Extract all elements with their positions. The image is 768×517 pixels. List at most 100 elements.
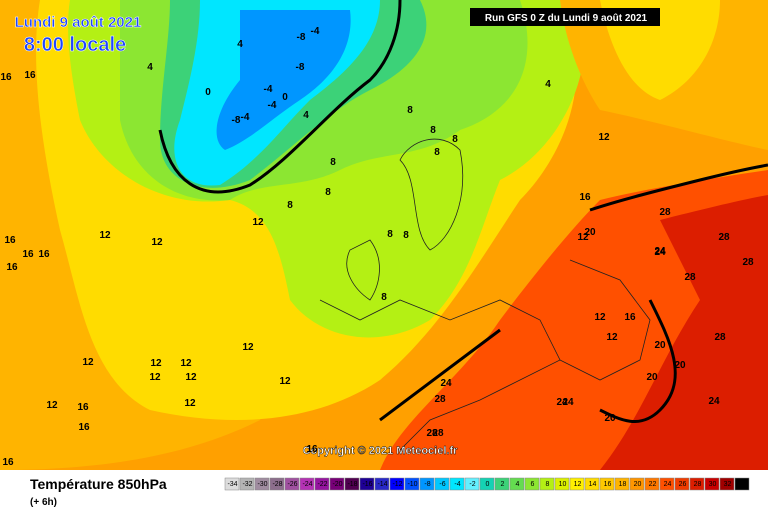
- zone-blue: [216, 10, 351, 150]
- map-label: 28: [718, 232, 730, 243]
- color-scale: -34 -32 -30 -28 -26 -24 -22 -20 -18 -16 -14 -12 -10-…: [224, 477, 750, 491]
- map-label: -4: [264, 84, 273, 95]
- map-label: 8: [430, 125, 436, 136]
- date-label: Lundi 9 août 2021: [15, 14, 142, 31]
- scale-swatch: [554, 477, 570, 491]
- scale-swatch: [374, 477, 390, 491]
- run-info: Run GFS 0 Z du Lundi 9 août 2021: [485, 13, 648, 24]
- scale-label: -2: [469, 481, 475, 488]
- scale-swatch: [404, 477, 420, 491]
- scale-label: -10: [407, 481, 417, 488]
- run-box: [470, 8, 660, 26]
- map-label: 12: [252, 217, 264, 228]
- scale-label: -24: [302, 481, 312, 488]
- map-label: 8: [434, 147, 440, 158]
- scale-swatch: [389, 477, 405, 491]
- legend-title: Température 850hPa: [30, 476, 167, 492]
- scale-label: 6: [531, 481, 535, 488]
- map-label: -8: [296, 62, 305, 73]
- scale-label: -30: [257, 481, 267, 488]
- map-label: 16: [0, 72, 12, 83]
- map-label: 16: [2, 457, 14, 468]
- map-label: 16: [4, 235, 16, 246]
- map-label: 12: [279, 376, 291, 387]
- scale-label: 32: [724, 481, 732, 488]
- scale-swatch: [254, 477, 270, 491]
- scale-label: 28: [694, 481, 702, 488]
- map-label: 0: [282, 92, 288, 103]
- map-label: 12: [150, 358, 162, 369]
- scale-label: -28: [272, 481, 282, 488]
- scale-swatch: [284, 477, 300, 491]
- isotherm-thick: [379, 163, 768, 424]
- scale-swatch: [704, 477, 720, 491]
- map-label: 4: [545, 79, 551, 90]
- scale-swatch: [314, 477, 330, 491]
- scale-swatch: [479, 477, 495, 491]
- map-label: -4: [311, 26, 320, 37]
- scale-swatch: [329, 477, 345, 491]
- scale-swatch: [509, 477, 525, 491]
- scale-label: 30: [709, 481, 717, 488]
- map-label: 12: [151, 237, 163, 248]
- map-label: 12: [598, 132, 610, 143]
- scale-label: 8: [546, 481, 550, 488]
- scale-label: 18: [619, 481, 627, 488]
- map-label: 12: [577, 232, 589, 243]
- map-label: -8: [232, 115, 241, 126]
- map-label: 24: [654, 246, 666, 257]
- map-label: 28: [742, 257, 754, 268]
- map-label: 16: [306, 444, 318, 455]
- scale-label: 26: [679, 481, 687, 488]
- map-label: 12: [594, 312, 606, 323]
- map-label: 12: [99, 230, 111, 241]
- map-label: 4: [303, 110, 309, 121]
- map-label: 20: [674, 360, 686, 371]
- map-label: 28: [432, 428, 444, 439]
- scale-swatch: [539, 477, 555, 491]
- map-label: 8: [387, 229, 393, 240]
- map-label: 16: [24, 70, 36, 81]
- scale-label: 16: [604, 481, 612, 488]
- legend-lead: (+ 6h): [30, 497, 57, 508]
- map-label: 20: [584, 227, 596, 238]
- scale-swatch: [299, 477, 315, 491]
- map-label: 24: [440, 378, 452, 389]
- map-label: 12: [149, 372, 161, 383]
- scale-swatch: [464, 477, 480, 491]
- map-label: -8: [297, 32, 306, 43]
- map-label: -4: [268, 100, 277, 111]
- map-label: 28: [426, 428, 438, 439]
- map-label: 24: [562, 397, 574, 408]
- scale-label: -12: [392, 481, 402, 488]
- scale-swatch: [614, 477, 630, 491]
- map-label: 24: [556, 397, 568, 408]
- map-label: 24: [654, 247, 666, 258]
- scale-swatch: [224, 477, 240, 491]
- map-label: 28: [659, 207, 671, 218]
- scale-swatch: [599, 477, 615, 491]
- scale-swatch: [674, 477, 690, 491]
- scale-label: -14: [377, 481, 387, 488]
- map-label: 12: [82, 357, 94, 368]
- scale-swatch: [239, 477, 255, 491]
- map-label: 28: [684, 272, 696, 283]
- scale-swatch: [419, 477, 435, 491]
- map-label: 16: [38, 249, 50, 260]
- map-label: 12: [184, 398, 196, 409]
- map-label: 20: [646, 372, 658, 383]
- scale-swatch: [689, 477, 705, 491]
- scale-swatch: [449, 477, 465, 491]
- scale-label: -16: [362, 481, 372, 488]
- scale-label: 12: [574, 481, 582, 488]
- scale-swatch: [629, 477, 645, 491]
- map-label: 16: [6, 262, 18, 273]
- scale-label: -8: [424, 481, 430, 488]
- map-label: 16: [77, 402, 89, 413]
- map-label: 0: [205, 87, 211, 98]
- scale-swatch: [659, 477, 675, 491]
- scale-label: 10: [559, 481, 567, 488]
- map-label: 20: [604, 413, 616, 424]
- copyright: Copyright © 2021 Meteociel.fr: [303, 445, 459, 457]
